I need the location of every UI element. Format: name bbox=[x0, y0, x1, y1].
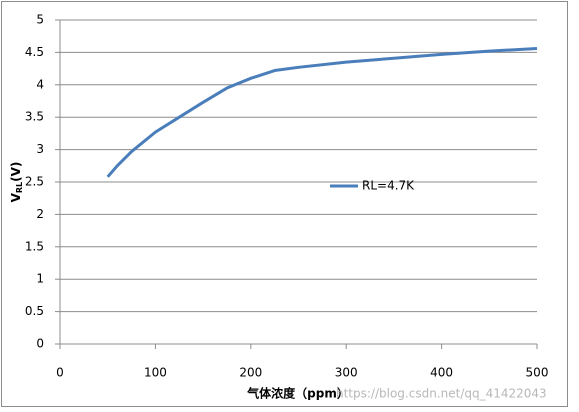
y-tick-label: 1 bbox=[36, 272, 44, 286]
x-tick-label: 0 bbox=[56, 366, 64, 380]
series-line bbox=[106, 47, 538, 178]
y-tick-label: 4 bbox=[36, 77, 44, 91]
y-tick-label: 0.5 bbox=[25, 304, 44, 318]
y-label-main: V bbox=[9, 192, 23, 202]
x-tick-label: 100 bbox=[144, 366, 167, 380]
legend-label: RL=4.7K bbox=[362, 179, 415, 193]
y-tick-label: 2 bbox=[36, 207, 44, 221]
watermark: https://blog.csdn.net/qq_41422043 bbox=[336, 387, 547, 401]
y-label-unit: (V) bbox=[9, 162, 23, 182]
x-tick-label: 500 bbox=[526, 366, 549, 380]
y-tick-label: 5 bbox=[36, 13, 44, 27]
y-tick-label: 0 bbox=[36, 337, 44, 351]
x-tick-label: 300 bbox=[335, 366, 358, 380]
y-tick-label: 1.5 bbox=[25, 239, 44, 253]
y-label-sub: RL bbox=[15, 182, 24, 193]
chart-border bbox=[1, 1, 568, 407]
x-tick-label: 200 bbox=[239, 366, 262, 380]
x-axis-label: 气体浓度（ppm） bbox=[246, 386, 349, 401]
x-tick-label: 400 bbox=[430, 366, 453, 380]
y-tick-label: 2.5 bbox=[25, 175, 44, 189]
y-tick-label: 3.5 bbox=[25, 110, 44, 124]
y-tick-label: 4.5 bbox=[25, 45, 44, 59]
y-tick-label: 3 bbox=[36, 142, 44, 156]
y-axis-label: VRL(V) bbox=[9, 162, 24, 203]
